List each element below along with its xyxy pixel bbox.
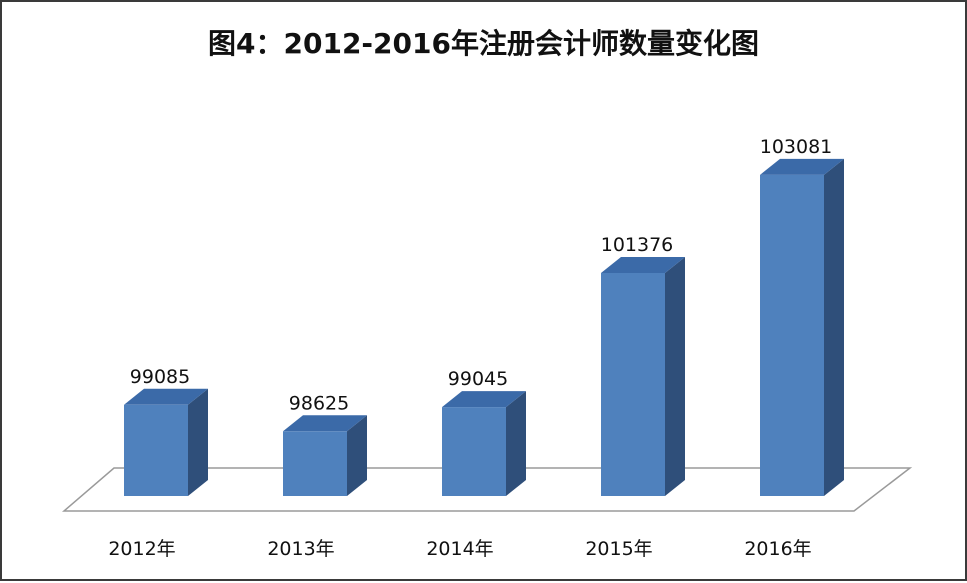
bar-3: [442, 391, 526, 496]
data-labels-group: 99085 98625 99045 101376 103081: [130, 136, 832, 414]
bar-front: [601, 272, 665, 496]
bar-side: [824, 158, 844, 496]
bar-top: [760, 158, 844, 175]
bar-side: [188, 388, 208, 496]
x-tick-labels-group: 2012年 2013年 2014年 2015年 2016年: [108, 538, 811, 560]
bar-front: [124, 404, 188, 496]
data-label-5: 103081: [760, 136, 833, 158]
bar-1: [124, 388, 208, 496]
x-tick-label-3: 2014年: [426, 538, 493, 560]
bar-front: [760, 174, 824, 496]
x-tick-label-5: 2016年: [744, 538, 811, 560]
bar-2: [283, 415, 367, 496]
bars-group: [124, 158, 844, 496]
x-tick-label-1: 2012年: [108, 538, 175, 560]
data-label-2: 98625: [289, 392, 349, 414]
x-tick-label-2: 2013年: [267, 538, 334, 560]
bar-front: [442, 407, 506, 496]
bar-4: [601, 256, 685, 496]
chart-title: 图4：2012-2016年注册会计师数量变化图: [208, 27, 759, 60]
bar-top: [124, 388, 208, 405]
bar-front: [283, 431, 347, 496]
bar-side: [506, 391, 526, 496]
data-label-1: 99085: [130, 366, 190, 388]
data-label-3: 99045: [448, 368, 508, 390]
bar-side: [665, 256, 685, 496]
bar-side: [347, 415, 367, 496]
bar-top: [442, 391, 526, 408]
data-label-4: 101376: [601, 234, 674, 256]
bar-top: [283, 415, 367, 432]
bar-top: [601, 256, 685, 273]
x-tick-label-4: 2015年: [585, 538, 652, 560]
bar-5: [760, 158, 844, 496]
